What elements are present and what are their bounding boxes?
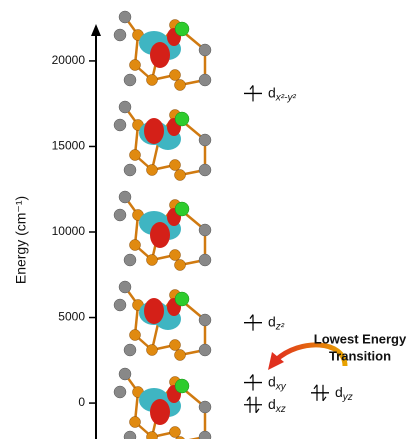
level-label-d: d [268, 313, 276, 329]
transition-arrow [274, 342, 348, 367]
atom [198, 73, 212, 87]
atom [129, 59, 141, 71]
atom [123, 343, 137, 357]
atom [146, 164, 158, 176]
atom [174, 349, 186, 361]
annotation: Transition [329, 348, 391, 363]
lobe [150, 222, 170, 248]
atom [198, 43, 212, 57]
transition-arrowhead [268, 352, 284, 370]
level-label-subscript: xy [275, 381, 287, 392]
level-label: dyz [335, 384, 353, 403]
atom [198, 343, 212, 357]
level-label-subscript: xz [275, 403, 286, 414]
atom [146, 254, 158, 266]
level-label: dx²-y² [268, 84, 296, 103]
annotation: Lowest Energy [314, 331, 407, 346]
atom [198, 223, 212, 237]
atom [123, 163, 137, 177]
level-label-subscript: x²-y² [275, 92, 297, 103]
electrons [249, 374, 254, 391]
atom [169, 426, 181, 438]
tick-label: 20000 [52, 53, 86, 67]
electron-arrowhead [246, 396, 251, 402]
lobe [150, 42, 170, 68]
atom [123, 73, 137, 87]
atom [123, 430, 137, 444]
electron-arrowhead [313, 384, 318, 390]
tick-label: 10000 [52, 224, 86, 238]
atom [129, 239, 141, 251]
atom [169, 249, 181, 261]
atom [198, 253, 212, 267]
atom [169, 69, 181, 81]
atom [198, 163, 212, 177]
atom [174, 259, 186, 271]
atom [146, 344, 158, 356]
tick-label: 0 [78, 395, 85, 409]
level-label-d: d [268, 373, 276, 389]
atom [118, 190, 132, 204]
electrons [246, 396, 260, 414]
atom [174, 21, 190, 37]
electron-arrowhead [255, 408, 260, 414]
atom [118, 100, 132, 114]
level-label: dz² [268, 313, 285, 332]
orbital-images [113, 10, 212, 444]
axis-label: Energy (cm⁻¹) [13, 196, 29, 284]
electron-arrowhead [249, 85, 254, 90]
atom [198, 313, 212, 327]
electrons [249, 85, 254, 102]
atom [169, 339, 181, 351]
atom [174, 169, 186, 181]
atom [129, 149, 141, 161]
electron-arrowhead [249, 314, 254, 320]
atom [118, 280, 132, 294]
atom [113, 208, 127, 222]
electron-arrowhead [249, 374, 254, 379]
level-label: dxy [268, 373, 287, 392]
atom [129, 416, 141, 428]
axis-arrowhead [91, 24, 101, 36]
atom [113, 298, 127, 312]
electrons [249, 314, 254, 331]
lobe [150, 399, 170, 425]
level-label-d: d [268, 395, 276, 411]
tick-label: 15000 [52, 139, 86, 153]
atom [169, 159, 181, 171]
level-label-subscript: yz [342, 391, 353, 402]
electrons [313, 384, 327, 402]
level-label-subscript: z² [275, 321, 285, 332]
lobe [144, 118, 164, 144]
atom [113, 385, 127, 399]
atom [198, 133, 212, 147]
atom [118, 367, 132, 381]
atom [113, 118, 127, 132]
atom [129, 329, 141, 341]
tick-label: 5000 [58, 310, 85, 324]
atom [198, 430, 212, 444]
electron-arrowhead [322, 396, 327, 402]
atom [174, 79, 186, 91]
atom [113, 28, 127, 42]
atom [198, 400, 212, 414]
atom [123, 253, 137, 267]
atom [174, 291, 190, 307]
atom [174, 201, 190, 217]
atom [118, 10, 132, 24]
level-label-d: d [268, 84, 276, 100]
atom [174, 378, 190, 394]
level-label-d: d [335, 384, 343, 400]
lobe [144, 298, 164, 324]
level-label: dxz [268, 395, 286, 414]
atom [146, 74, 158, 86]
atom [174, 111, 190, 127]
